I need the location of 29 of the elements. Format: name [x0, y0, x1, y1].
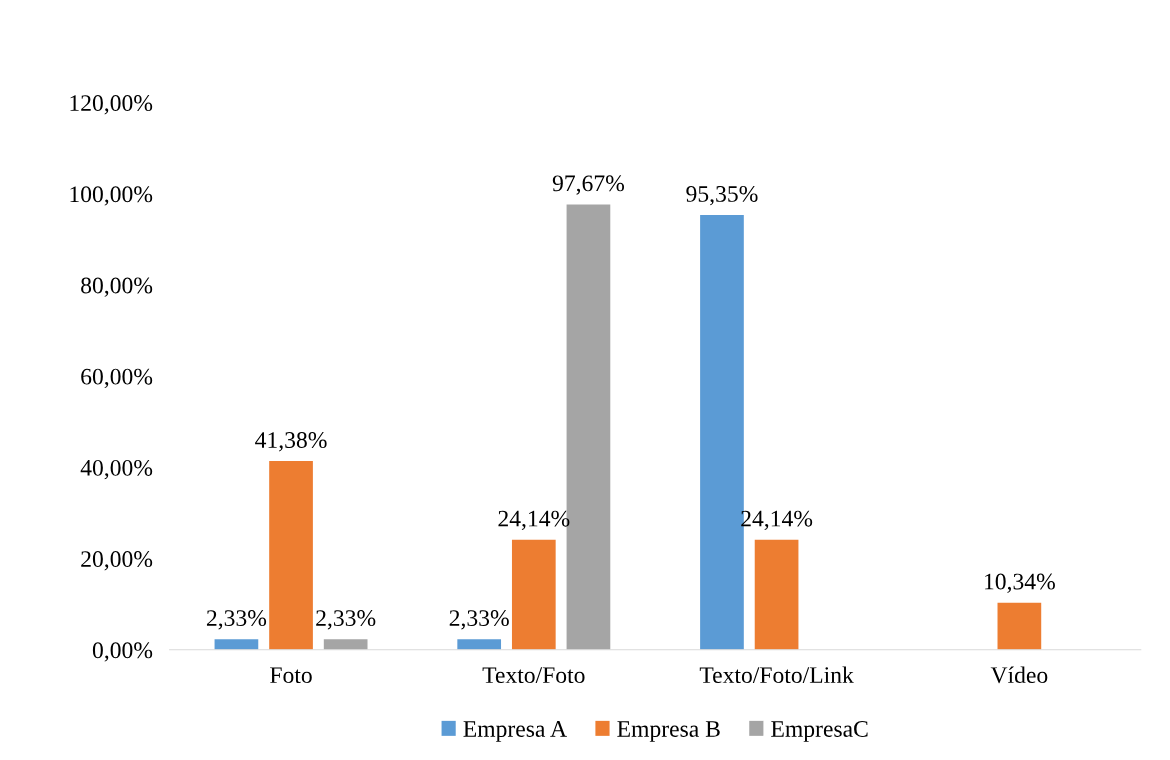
data-label: 41,38%	[255, 432, 327, 452]
data-label: 10,34%	[985, 573, 1055, 593]
bar	[214, 639, 259, 650]
data-label: 95,35%	[686, 185, 758, 206]
bar	[511, 539, 556, 650]
data-label: 24,14%	[498, 510, 570, 530]
data-label: 97,67%	[552, 175, 625, 195]
bar	[269, 461, 313, 650]
x-tick-label: Vídeo	[990, 666, 1048, 684]
x-tick-label: Texto/Foto	[482, 667, 585, 684]
y-tick-label: 20,00%	[81, 551, 153, 571]
bar	[997, 602, 1042, 650]
legend-label: EmpresaC	[771, 721, 868, 742]
y-tick-label: 100,00%	[70, 186, 153, 206]
legend-label: Empresa B	[617, 721, 720, 742]
x-tick-label: Texto/Foto/Link	[699, 666, 854, 684]
x-tick-label: Foto	[270, 667, 312, 684]
data-label: 2,33%	[206, 610, 267, 630]
data-label: 2,33%	[449, 610, 509, 630]
y-tick-label: 40,00%	[80, 459, 153, 480]
y-tick-label: 0,00%	[92, 642, 153, 662]
y-tick-label: 120,00%	[70, 95, 153, 115]
y-tick-label: 80,00%	[81, 277, 153, 297]
legend-label: Empresa A	[463, 721, 567, 742]
y-tick-label: 60,00%	[81, 368, 153, 389]
bar	[754, 539, 799, 650]
bar	[457, 639, 502, 650]
bar	[323, 639, 368, 650]
data-label: 2,33%	[316, 610, 376, 630]
